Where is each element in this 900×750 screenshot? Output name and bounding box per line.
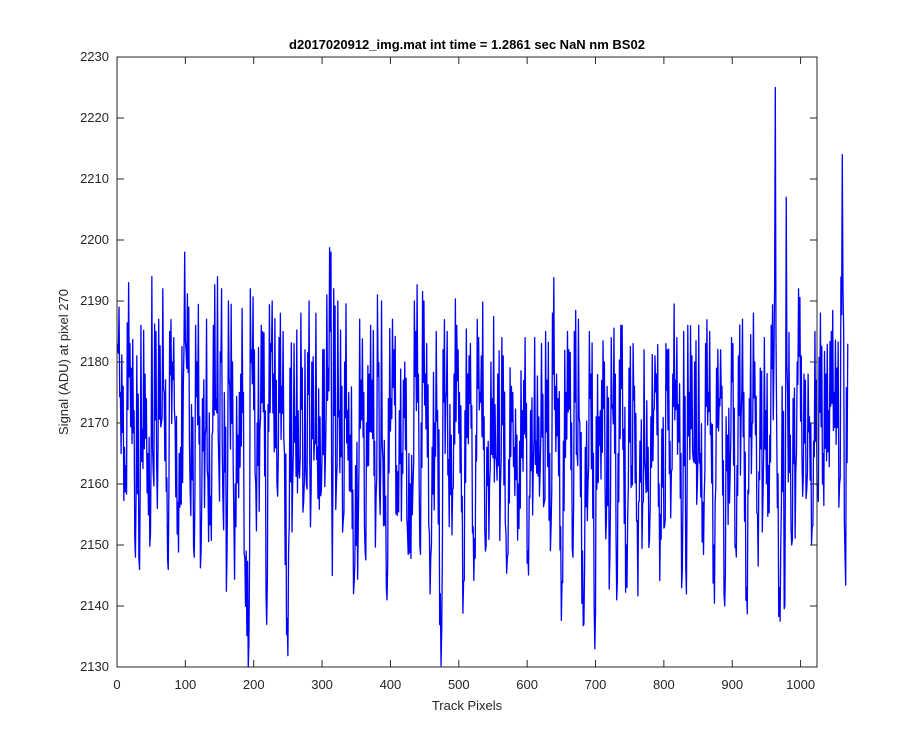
y-tick-label: 2180 xyxy=(80,354,109,369)
y-tick-label: 2160 xyxy=(80,476,109,491)
y-tick-label: 2170 xyxy=(80,415,109,430)
y-tick-label: 2140 xyxy=(80,598,109,613)
y-axis-label: Signal (ADU) at pixel 270 xyxy=(56,289,71,435)
y-tick-label: 2150 xyxy=(80,537,109,552)
chart-title: d2017020912_img.mat int time = 1.2861 se… xyxy=(289,37,645,52)
y-tick-label: 2230 xyxy=(80,49,109,64)
x-tick-label: 100 xyxy=(175,677,197,692)
x-tick-label: 400 xyxy=(380,677,402,692)
y-tick-label: 2200 xyxy=(80,232,109,247)
x-tick-label: 600 xyxy=(516,677,538,692)
series-line xyxy=(117,86,849,668)
x-tick-label: 200 xyxy=(243,677,265,692)
x-tick-label: 1000 xyxy=(786,677,815,692)
plot-area: 0 100 200 300 400 500 600 700 800 900 1000 2130 214… xyxy=(80,49,849,692)
y-tick-label: 2130 xyxy=(80,659,109,674)
y-tick-label: 2220 xyxy=(80,110,109,125)
x-axis-label: Track Pixels xyxy=(432,698,503,713)
x-tick-label: 800 xyxy=(653,677,675,692)
x-axis-ticks: 0 100 200 300 400 500 600 700 800 900 1000 xyxy=(113,57,815,692)
x-tick-label: 900 xyxy=(721,677,743,692)
x-tick-label: 700 xyxy=(585,677,607,692)
x-tick-label: 300 xyxy=(311,677,333,692)
y-tick-label: 2190 xyxy=(80,293,109,308)
series-group xyxy=(117,86,849,668)
y-axis-ticks: 2130 2140 2150 2160 2170 2180 2190 2200 2210 2220… xyxy=(80,49,817,674)
y-tick-label: 2210 xyxy=(80,171,109,186)
x-tick-label: 0 xyxy=(113,677,120,692)
x-tick-label: 500 xyxy=(448,677,470,692)
